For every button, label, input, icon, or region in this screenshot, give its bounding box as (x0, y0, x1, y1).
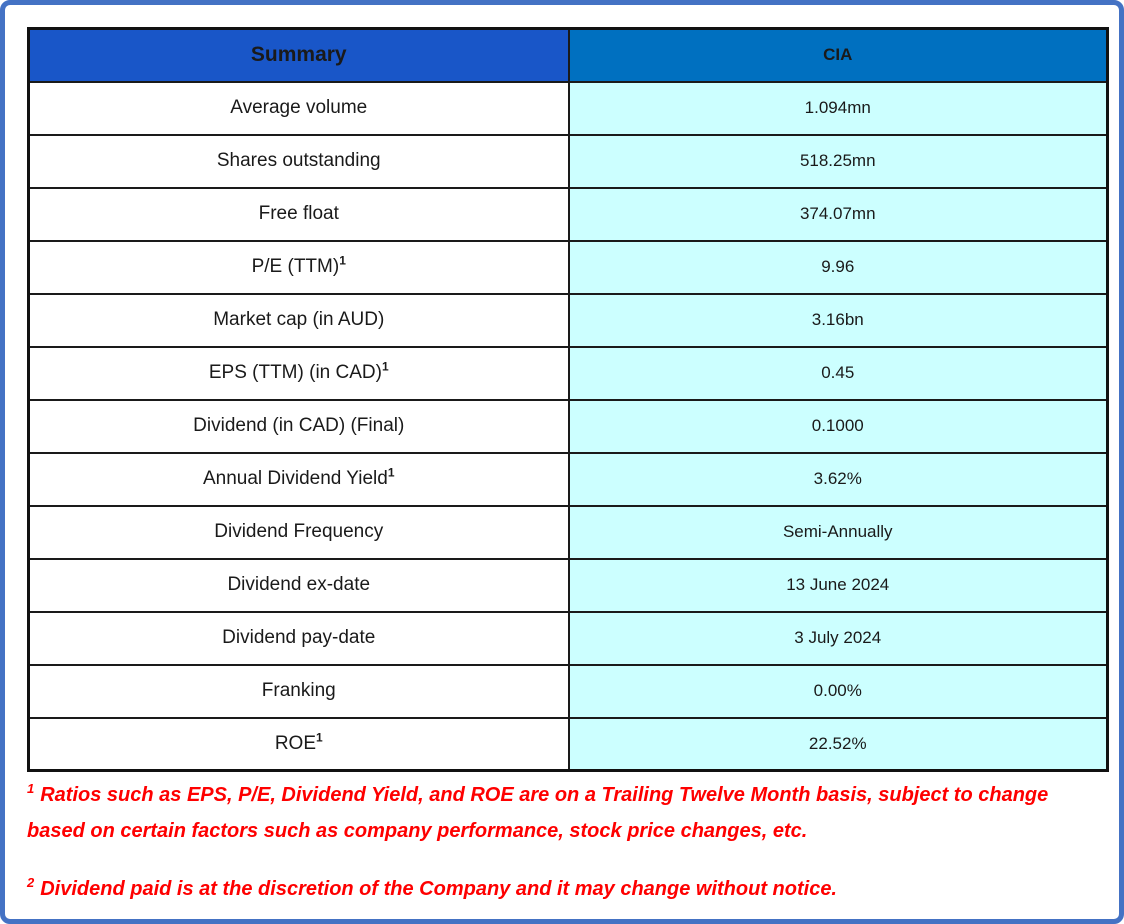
table-row: Annual Dividend Yield1 3.62% (27, 451, 1109, 507)
table-row: Dividend pay-date 3 July 2024 (27, 610, 1109, 666)
row-label-text: EPS (TTM) (in CAD) (208, 362, 382, 383)
footnote-1-text: Ratios such as EPS, P/E, Dividend Yield,… (27, 784, 1049, 842)
row-label-text: Market cap (in AUD) (213, 309, 385, 330)
row-value: 13 June 2024 (567, 557, 1109, 613)
table-row: Franking 0.00% (27, 663, 1109, 719)
row-label-text: P/E (TTM) (251, 256, 340, 277)
table-row: Dividend ex-date 13 June 2024 (27, 557, 1109, 613)
footnote-1-marker: 1 (27, 781, 35, 797)
row-value: 3.62% (567, 451, 1109, 507)
row-label-text: ROE (274, 732, 316, 754)
footnote-1: 1 Ratios such as EPS, P/E, Dividend Yield… (27, 777, 1109, 849)
row-label: P/E (TTM)1 (27, 239, 570, 295)
table-row: Free float 374.07mn (27, 186, 1109, 242)
row-label-text: Shares outstanding (216, 150, 381, 171)
table-row: ROE1 22.52% (27, 716, 1109, 772)
row-footnote-ref: 1 (387, 465, 395, 480)
footnote-2-text: Dividend paid is at the discretion of th… (40, 878, 837, 900)
row-label: Dividend pay-date (27, 610, 570, 666)
table-row: EPS (TTM) (in CAD)1 0.45 (27, 345, 1109, 401)
row-label: Franking (27, 663, 570, 719)
row-footnote-ref: 1 (381, 359, 389, 374)
row-label-text: Average volume (230, 97, 368, 118)
row-label: Annual Dividend Yield1 (27, 451, 570, 507)
footnotes-section: 1 Ratios such as EPS, P/E, Dividend Yield… (27, 777, 1109, 919)
row-label-text: Franking (261, 680, 336, 701)
table-header-row: Summary CIA (27, 27, 1109, 83)
header-summary: Summary (27, 27, 570, 83)
row-value: 518.25mn (567, 133, 1109, 189)
summary-table: Summary CIA Average volume 1.094mn Share… (27, 27, 1109, 772)
row-value: 3.16bn (567, 292, 1109, 348)
row-label: EPS (TTM) (in CAD)1 (27, 345, 570, 401)
footnote-2-marker: 2 (27, 875, 35, 891)
row-label: Average volume (27, 80, 570, 136)
row-value: 3 July 2024 (567, 610, 1109, 666)
row-value: 1.094mn (567, 80, 1109, 136)
table-row: Shares outstanding 518.25mn (27, 133, 1109, 189)
row-label-text: Free float (258, 203, 339, 224)
row-label: Dividend (in CAD) (Final) (27, 398, 570, 454)
row-value: 9.96 (567, 239, 1109, 295)
row-value: 374.07mn (567, 186, 1109, 242)
row-label: Dividend ex-date (27, 557, 570, 613)
row-footnote-ref: 1 (316, 730, 323, 745)
table-row: Dividend (in CAD) (Final) 0.1000 (27, 398, 1109, 454)
row-label: Dividend Frequency (27, 504, 570, 560)
row-footnote-ref: 1 (339, 253, 346, 268)
row-label: Market cap (in AUD) (27, 292, 570, 348)
row-label: Shares outstanding (27, 133, 570, 189)
row-label-text: Dividend pay-date (222, 627, 376, 648)
header-ticker: CIA (567, 27, 1109, 83)
row-label: Free float (27, 186, 570, 242)
table-row: P/E (TTM)1 9.96 (27, 239, 1109, 295)
row-label-text: Dividend (in CAD) (Final) (193, 415, 405, 436)
row-value: 0.1000 (567, 398, 1109, 454)
table-row: Market cap (in AUD) 3.16bn (27, 292, 1109, 348)
table-row: Dividend Frequency Semi-Annually (27, 504, 1109, 560)
row-label-text: Dividend ex-date (227, 574, 371, 595)
row-label: ROE1 (27, 716, 570, 772)
row-value: 22.52% (567, 716, 1109, 772)
row-value: Semi-Annually (567, 504, 1109, 560)
row-value: 0.00% (567, 663, 1109, 719)
row-value: 0.45 (567, 345, 1109, 401)
table-row: Average volume 1.094mn (27, 80, 1109, 136)
footnote-2: 2 Dividend paid is at the discretion of t… (27, 871, 1109, 907)
row-label-text: Annual Dividend Yield (202, 468, 388, 489)
row-label-text: Dividend Frequency (214, 521, 384, 542)
